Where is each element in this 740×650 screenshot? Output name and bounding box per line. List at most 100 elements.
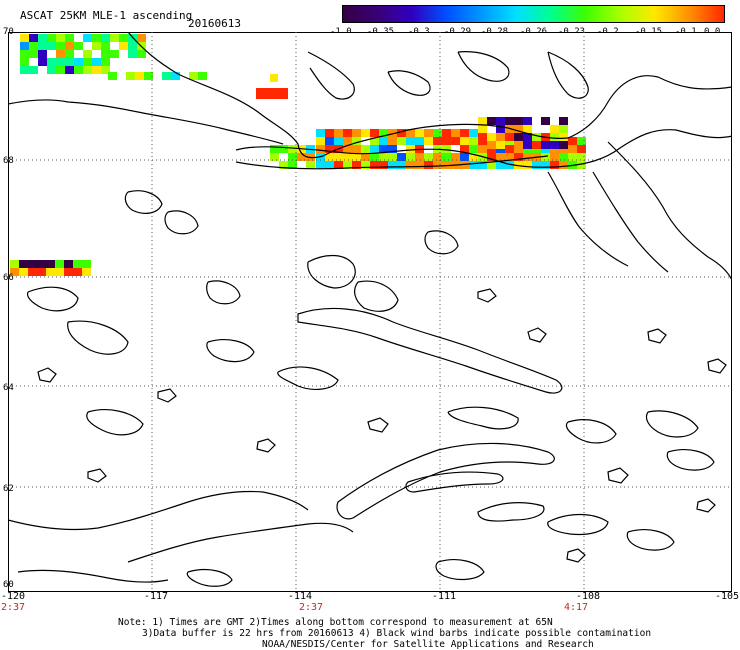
data-cell <box>19 268 28 276</box>
coastline <box>307 51 355 100</box>
data-cell <box>379 145 388 153</box>
data-cell <box>28 260 37 268</box>
data-cell <box>352 137 361 145</box>
data-cell <box>83 66 92 74</box>
data-cell <box>29 66 38 74</box>
lake <box>277 366 339 390</box>
data-cell <box>487 161 496 169</box>
data-cell <box>20 58 29 66</box>
data-cell <box>279 161 288 169</box>
data-cell <box>415 129 424 137</box>
lake <box>547 513 609 536</box>
data-cell <box>29 50 38 58</box>
data-cell <box>20 66 29 74</box>
data-cell <box>279 145 288 153</box>
data-cell <box>20 34 29 42</box>
data-cell <box>144 72 153 80</box>
map-date: 20160613 <box>188 17 241 30</box>
data-cell <box>559 133 568 141</box>
data-cell <box>487 117 496 125</box>
data-cell <box>65 66 74 74</box>
data-cell <box>379 137 388 145</box>
data-cell <box>469 161 478 169</box>
data-cell <box>171 72 180 80</box>
data-cell <box>523 133 532 141</box>
data-cell <box>532 141 541 149</box>
lake <box>647 328 667 344</box>
data-cell <box>568 145 577 153</box>
data-cell <box>82 260 91 268</box>
lake <box>477 288 497 303</box>
data-cell <box>38 34 47 42</box>
data-cell <box>406 145 415 153</box>
data-cell <box>460 161 469 169</box>
data-cell <box>92 34 101 42</box>
data-cell <box>316 145 325 153</box>
lake <box>164 210 199 235</box>
lat-label: 62 <box>3 484 14 494</box>
data-cell <box>370 137 379 145</box>
coastline <box>7 490 309 531</box>
data-cell <box>559 141 568 149</box>
data-cell <box>442 153 451 161</box>
data-cell <box>559 161 568 169</box>
data-cell <box>523 161 532 169</box>
data-cell <box>137 34 146 42</box>
data-cell <box>388 161 397 169</box>
data-cell <box>64 260 73 268</box>
lake <box>367 417 389 433</box>
data-cell <box>424 153 433 161</box>
lake <box>307 254 356 289</box>
data-cell <box>288 145 297 153</box>
data-cell <box>110 50 119 58</box>
map-panel[interactable] <box>7 31 733 592</box>
data-cell <box>334 153 343 161</box>
coastline <box>607 141 733 281</box>
data-cell <box>74 42 83 50</box>
data-cell <box>577 161 586 169</box>
data-cell <box>415 137 424 145</box>
coastline <box>7 99 284 145</box>
lake <box>447 406 519 430</box>
lake <box>124 190 163 214</box>
data-cell <box>65 34 74 42</box>
data-cell <box>352 145 361 153</box>
data-cell <box>487 133 496 141</box>
data-cell <box>352 161 361 169</box>
data-cell <box>361 161 370 169</box>
map-canvas[interactable] <box>7 31 733 592</box>
data-cell <box>577 153 586 161</box>
data-cell <box>469 145 478 153</box>
data-cell <box>370 129 379 137</box>
lake <box>87 468 107 483</box>
data-cell <box>469 153 478 161</box>
data-cell <box>74 66 83 74</box>
data-cell <box>334 161 343 169</box>
lake <box>297 307 563 394</box>
data-cell <box>20 50 29 58</box>
data-cell <box>10 260 19 268</box>
data-cell <box>316 161 325 169</box>
coastline <box>127 522 354 563</box>
data-cell <box>370 153 379 161</box>
lon-label: -114 <box>288 591 313 602</box>
data-cell <box>38 42 47 50</box>
data-cell <box>496 141 505 149</box>
lat-label: 66 <box>3 273 14 283</box>
data-cell <box>343 145 352 153</box>
coastline <box>17 569 169 583</box>
data-cell <box>415 153 424 161</box>
data-cell <box>288 161 297 169</box>
gridlines <box>8 32 732 592</box>
data-cell <box>352 129 361 137</box>
data-cell <box>550 161 559 169</box>
lake <box>186 568 233 587</box>
data-cell <box>442 137 451 145</box>
footnote-line-3: NOAA/NESDIS/Center for Satellite Applica… <box>262 639 594 650</box>
data-cell <box>361 153 370 161</box>
coastline <box>457 51 510 82</box>
data-cell <box>92 42 101 50</box>
data-cell <box>55 260 64 268</box>
data-cell <box>73 268 82 276</box>
data-cell <box>478 137 487 145</box>
